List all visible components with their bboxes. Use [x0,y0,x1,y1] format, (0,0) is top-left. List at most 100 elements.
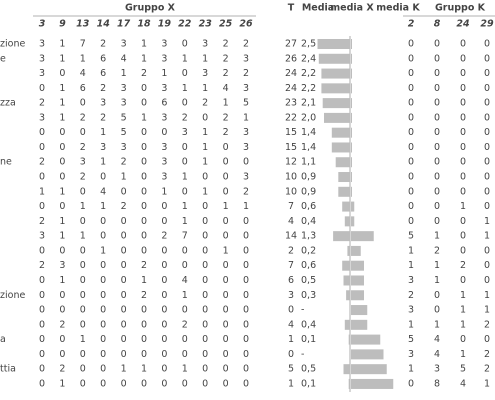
media-x-bar [324,112,350,123]
media-k-bar [351,334,381,345]
k-cell: 0 [460,39,466,50]
cell: 0 [141,98,147,109]
k-cell: 0 [460,112,466,123]
cell: 0 [141,172,147,183]
k-cell: 1 [408,364,414,375]
cell: 2 [59,319,65,330]
cell: 0 [161,290,167,301]
cell: 1 [182,364,188,375]
cell: 0 [182,260,188,271]
cell: 0 [121,216,127,227]
total: 10 [285,186,297,197]
cell: 0 [161,245,167,256]
k-cell: 3 [434,364,440,375]
k-cell: 1 [460,305,466,316]
cell: 6 [161,98,167,109]
cell: 6 [100,68,106,79]
cell: 0 [223,378,229,389]
cell: 0 [80,98,86,109]
cell: 1 [182,53,188,64]
media-x-bar [321,83,350,94]
cell: 0 [141,127,147,138]
cell: 0 [59,127,65,138]
k-cell: 5 [460,364,466,375]
cell: 0 [39,305,45,316]
cell: 0 [223,305,229,316]
media-k-bar [351,157,352,168]
cell: 0 [141,378,147,389]
k-cell: 0 [408,68,414,79]
cell: 0 [141,83,147,94]
cell: 0 [243,216,249,227]
k-cell: 0 [484,157,490,168]
k-cell: 2 [484,364,490,375]
cell: 0 [182,186,188,197]
cell: 3 [39,68,45,79]
cell: 2 [243,39,249,50]
cell: 3 [243,172,249,183]
media-k-bar [351,201,355,212]
total: 3 [288,290,294,301]
media-k-bar [351,305,368,316]
media-x-bar [335,157,350,168]
cell: 0 [80,127,86,138]
media: - [301,349,304,360]
cell: 0 [121,260,127,271]
cell: 0 [243,319,249,330]
k-cell: 0 [408,378,414,389]
group-k-column: 2 [408,19,415,30]
cell: 0 [182,378,188,389]
cell: 0 [100,290,106,301]
total: 2 [288,245,294,256]
cell: 1 [202,83,208,94]
k-cell: 0 [484,186,490,197]
cell: 2 [161,231,167,242]
cell: 0 [141,201,147,212]
media: 0,5 [301,275,316,286]
media-k-bar [351,127,352,138]
cell: 0 [202,260,208,271]
k-cell: 0 [460,186,466,197]
k-cell: 4 [434,349,440,360]
cell: 0 [141,305,147,316]
k-cell: 0 [434,112,440,123]
media-k-bar [351,290,364,301]
cell: 0 [59,334,65,345]
cell: 0 [202,216,208,227]
cell: 0 [59,157,65,168]
k-cell: 0 [434,68,440,79]
cell: 0 [80,216,86,227]
media: 0,1 [301,334,316,345]
cell: 0 [80,305,86,316]
cell: 1 [100,245,106,256]
cell: 3 [243,142,249,153]
k-cell: 0 [434,98,440,109]
cell: 2 [100,83,106,94]
group-x-column: 26 [239,19,253,30]
k-cell: 0 [408,39,414,50]
cell: 1 [161,68,167,79]
media-x-bar [344,319,350,330]
cell: 3 [80,157,86,168]
cell: 2 [39,216,45,227]
cell: 0 [243,364,249,375]
media-x-bar [344,216,350,227]
cell: 3 [39,231,45,242]
media-k-bar [351,260,364,271]
cell: 1 [59,186,65,197]
cell: 0 [100,349,106,360]
k-cell: 0 [484,112,490,123]
cell: 1 [121,68,127,79]
media-x-bar [321,68,350,79]
cell: 0 [39,172,45,183]
cell: 1 [223,98,229,109]
cell: 1 [80,334,86,345]
row-label: ttia [0,364,16,375]
k-cell: 0 [434,305,440,316]
k-cell: 2 [434,245,440,256]
cell: 0 [202,275,208,286]
media: 0,4 [301,319,316,330]
cell: 3 [121,142,127,153]
k-cell: 1 [484,378,490,389]
